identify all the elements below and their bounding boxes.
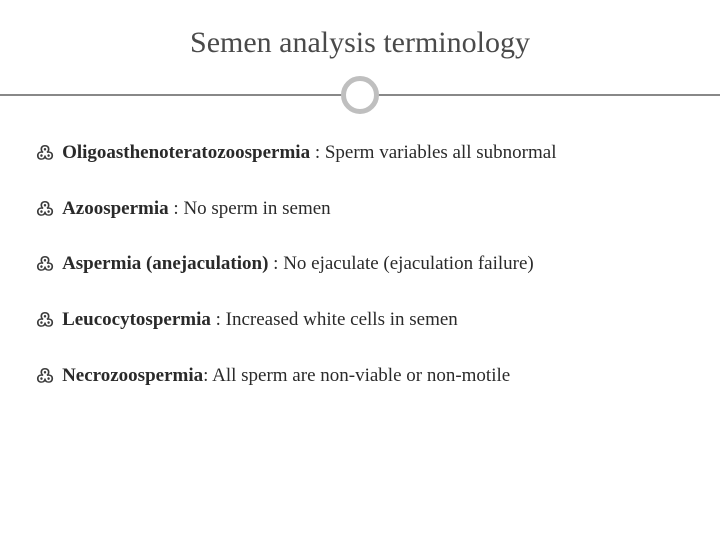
- list-item: ߷ Leucocytospermia : Increased white cel…: [36, 307, 684, 333]
- term-description: Increased white cells in semen: [226, 309, 458, 330]
- term: Necrozoospermia: [62, 365, 203, 386]
- term-separator: :: [211, 309, 226, 330]
- term: Aspermia (anejaculation): [62, 253, 268, 274]
- bullet-icon: ߷: [36, 197, 54, 223]
- term-description: No sperm in semen: [183, 198, 330, 219]
- bullet-icon: ߷: [36, 252, 54, 278]
- list-item-text: Azoospermia : No sperm in semen: [62, 196, 331, 222]
- term: Oligoasthenoteratozoospermia: [62, 142, 310, 163]
- list-item: ߷ Necrozoospermia: All sperm are non-via…: [36, 363, 684, 389]
- term-separator: :: [203, 365, 212, 386]
- term: Leucocytospermia: [62, 309, 211, 330]
- term-description: No ejaculate (ejaculation failure): [283, 253, 534, 274]
- list-item-text: Oligoasthenoteratozoospermia : Sperm var…: [62, 140, 556, 166]
- term-description: All sperm are non-viable or non-motile: [212, 365, 510, 386]
- term-separator: :: [310, 142, 325, 163]
- term: Azoospermia: [62, 198, 169, 219]
- list-item-text: Leucocytospermia : Increased white cells…: [62, 307, 458, 333]
- title-divider: [0, 74, 720, 118]
- list-item-text: Aspermia (anejaculation) : No ejaculate …: [62, 251, 534, 277]
- bullet-icon: ߷: [36, 308, 54, 334]
- bullet-icon: ߷: [36, 141, 54, 167]
- slide: Semen analysis terminology ߷ Oligoasthen…: [0, 0, 720, 540]
- term-separator: :: [268, 253, 283, 274]
- divider-circle-icon: [341, 76, 379, 114]
- list-item: ߷ Oligoasthenoteratozoospermia : Sperm v…: [36, 140, 684, 166]
- slide-title: Semen analysis terminology: [0, 0, 720, 74]
- list-item: ߷ Azoospermia : No sperm in semen: [36, 196, 684, 222]
- content-area: ߷ Oligoasthenoteratozoospermia : Sperm v…: [0, 118, 720, 388]
- list-item: ߷ Aspermia (anejaculation) : No ejaculat…: [36, 251, 684, 277]
- bullet-icon: ߷: [36, 364, 54, 390]
- term-separator: :: [169, 198, 184, 219]
- list-item-text: Necrozoospermia: All sperm are non-viabl…: [62, 363, 510, 389]
- term-description: Sperm variables all subnormal: [325, 142, 557, 163]
